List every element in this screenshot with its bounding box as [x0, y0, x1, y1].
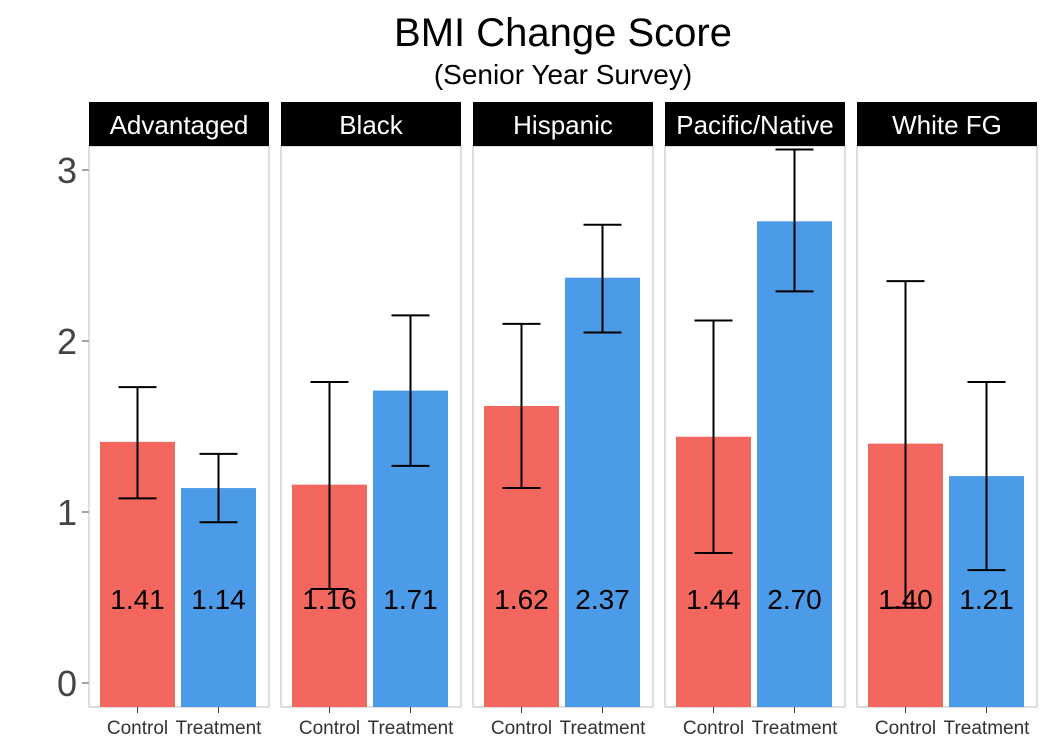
strip-label: White FG	[892, 110, 1002, 140]
x-tick-label: Treatment	[944, 718, 1031, 739]
value-label: 1.41	[110, 584, 165, 615]
x-tick-label: Treatment	[560, 718, 647, 739]
y-tick-label: 2	[57, 321, 77, 362]
value-label: 1.71	[383, 584, 438, 615]
value-label: 2.37	[575, 584, 630, 615]
chart-title: BMI Change Score	[394, 11, 732, 55]
x-tick-label: Treatment	[752, 718, 839, 739]
strip-label: Advantaged	[110, 110, 249, 140]
value-label: 2.70	[767, 584, 822, 615]
y-tick-label: 1	[57, 492, 77, 533]
x-tick-label: Control	[491, 718, 552, 739]
x-tick-label: Control	[683, 718, 744, 739]
strip-label: Black	[339, 110, 404, 140]
y-axis: 0 1 2 3	[57, 150, 89, 704]
x-tick-label: Control	[107, 718, 168, 739]
x-tick-label: Control	[875, 718, 936, 739]
value-label: 1.62	[494, 584, 549, 615]
value-label: 1.21	[959, 584, 1014, 615]
strip-label: Hispanic	[513, 110, 613, 140]
y-tick-label: 0	[57, 663, 77, 704]
chart-subtitle: (Senior Year Survey)	[434, 59, 692, 90]
facet-panel: Hispanic 1.62 Control 2.37 Treatment	[472, 102, 654, 739]
y-tick-label: 3	[57, 150, 77, 191]
facet-panels: Advantaged 1.41 Control 1.14 Treatment Black 1…	[88, 102, 1038, 739]
strip-header	[89, 102, 269, 146]
bar-treatment	[757, 221, 832, 708]
strip-header	[665, 102, 845, 146]
value-label: 1.44	[686, 584, 741, 615]
x-tick-label: Treatment	[368, 718, 455, 739]
strip-header	[857, 102, 1037, 146]
bar-treatment	[181, 488, 256, 707]
strip-label: Pacific/Native	[676, 110, 834, 140]
bar-treatment	[565, 277, 640, 707]
x-tick-label: Control	[299, 718, 360, 739]
x-tick-label: Treatment	[176, 718, 263, 739]
facet-panel: Pacific/Native 1.44 Control 2.70 Treatment	[664, 102, 846, 739]
strip-header	[281, 102, 461, 146]
value-label: 1.14	[191, 584, 246, 615]
strip-header	[473, 102, 653, 146]
facet-panel: Advantaged 1.41 Control 1.14 Treatment	[88, 102, 270, 739]
